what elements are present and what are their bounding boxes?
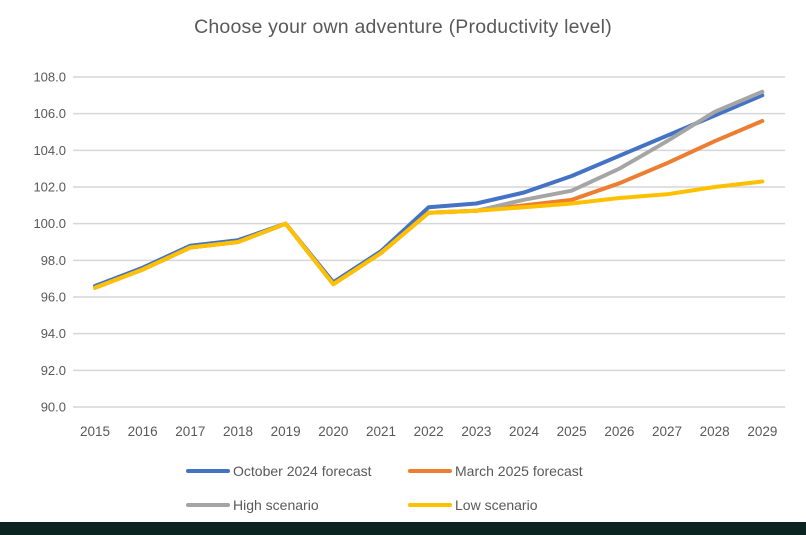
y-axis-tick-label: 104.0 — [33, 143, 66, 158]
legend-item-march-2025-forecast[interactable]: March 2025 forecast — [408, 463, 583, 479]
y-axis-tick-label: 102.0 — [33, 179, 66, 194]
legend-marker-high-scenario — [186, 503, 230, 507]
x-axis-tick-label: 2027 — [652, 424, 682, 439]
legend-marker-march-2025-forecast — [408, 469, 452, 473]
x-axis-tick-label: 2016 — [128, 424, 158, 439]
x-axis-tick-label: 2021 — [366, 424, 396, 439]
legend-marker-october-2024-forecast — [186, 469, 230, 473]
y-axis-tick-label: 100.0 — [33, 216, 66, 231]
legend-item-high-scenario[interactable]: High scenario — [186, 497, 319, 513]
x-axis-tick-label: 2017 — [175, 424, 205, 439]
legend-marker-low-scenario — [408, 503, 452, 507]
series-line-october-2024-forecast[interactable] — [93, 93, 765, 288]
y-axis-tick-label: 108.0 — [33, 70, 66, 85]
y-axis-tick-label: 90.0 — [41, 399, 66, 414]
x-axis-tick-label: 2022 — [414, 424, 444, 439]
x-axis-tick-label: 2028 — [700, 424, 730, 439]
legend-label: March 2025 forecast — [455, 463, 583, 479]
series-line-high-scenario[interactable] — [93, 89, 765, 290]
bottom-bar — [0, 522, 806, 535]
chart-title: Choose your own adventure (Productivity … — [194, 16, 612, 38]
x-axis-tick-label: 2020 — [318, 424, 348, 439]
x-axis-tick-label: 2024 — [509, 424, 540, 439]
x-axis-tick-label: 2019 — [271, 424, 301, 439]
legend-item-low-scenario[interactable]: Low scenario — [408, 497, 538, 513]
legend-label: High scenario — [233, 497, 319, 513]
x-axis-tick-label: 2023 — [461, 424, 491, 439]
legend-label: Low scenario — [455, 497, 538, 513]
y-axis-tick-label: 98.0 — [41, 253, 66, 268]
series-line-low-scenario[interactable] — [93, 179, 765, 290]
legend-item-october-2024-forecast[interactable]: October 2024 forecast — [186, 463, 372, 479]
y-axis-tick-label: 92.0 — [41, 363, 66, 378]
y-axis-tick-label: 106.0 — [33, 106, 66, 121]
x-axis-tick-label: 2026 — [604, 424, 634, 439]
x-axis-tick-label: 2015 — [80, 424, 110, 439]
x-axis-tick-label: 2018 — [223, 424, 253, 439]
y-axis-tick-label: 96.0 — [41, 289, 66, 304]
legend-label: October 2024 forecast — [233, 463, 372, 479]
x-axis-tick-label: 2029 — [747, 424, 777, 439]
y-axis-tick-label: 94.0 — [41, 326, 66, 341]
x-axis-tick-label: 2025 — [557, 424, 587, 439]
